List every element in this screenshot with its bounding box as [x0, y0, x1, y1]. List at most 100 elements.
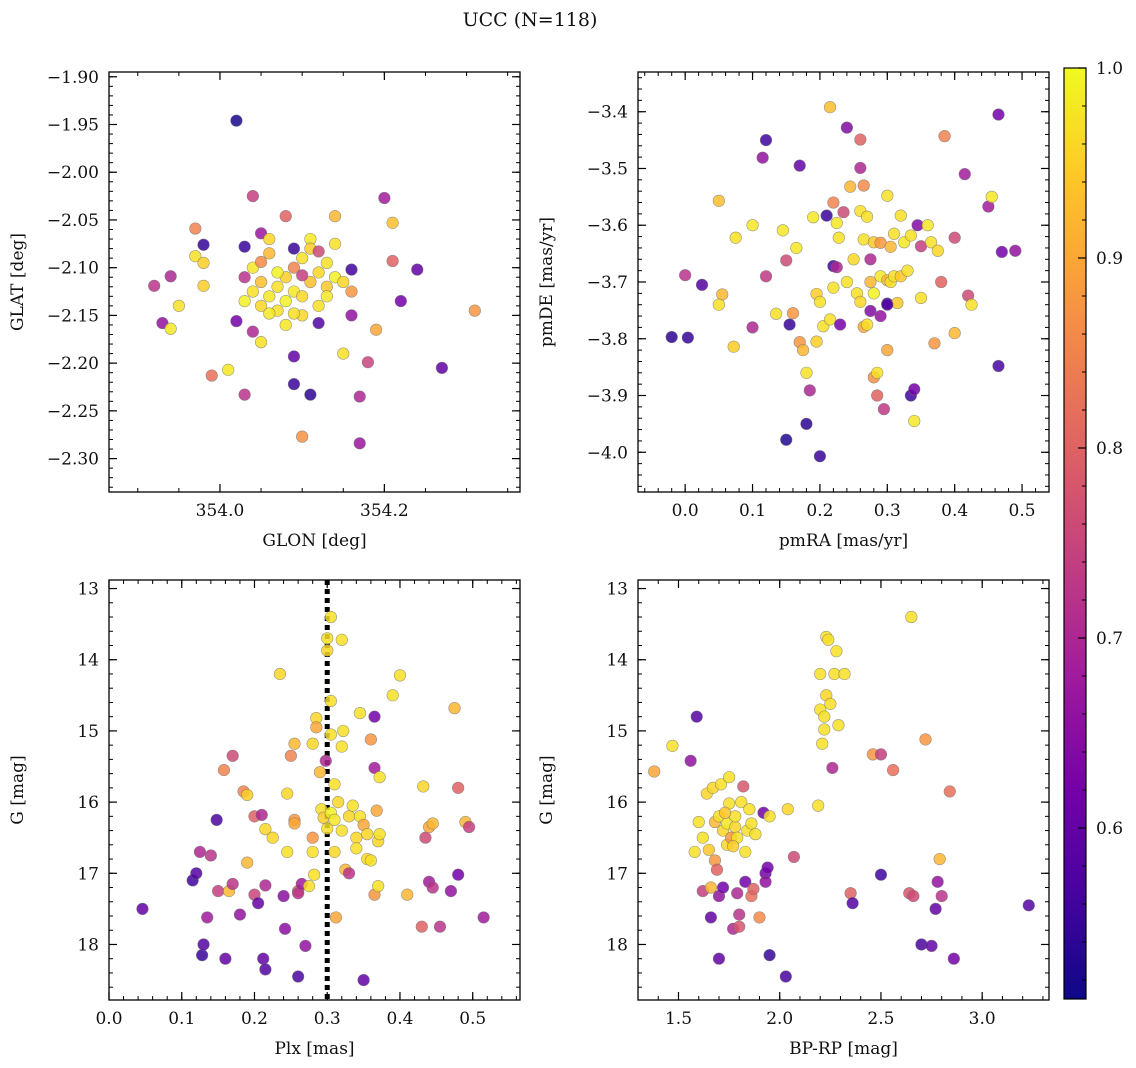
scatter-point	[847, 253, 860, 266]
y-tick-label: 15	[606, 722, 628, 742]
scatter-point	[947, 952, 960, 965]
x-tick-label: 0.4	[941, 501, 968, 521]
panel-pmra-pmde: 0.0 0.1 0.2 0.3 0.4 0.5 −3.4 −3.5 −3.6 −3.7 −3.8 −3…	[537, 71, 1050, 551]
scatter-point	[370, 804, 383, 817]
scatter-point	[992, 359, 1005, 373]
scatter-point	[288, 817, 301, 830]
scatter-point	[230, 114, 243, 127]
scatter-point	[263, 232, 276, 246]
scatter-point	[832, 719, 845, 732]
plot-frame	[108, 579, 521, 1001]
scatter-point	[995, 245, 1008, 259]
scatter-point	[190, 867, 203, 880]
scatter-point	[357, 973, 370, 987]
scatter-point	[690, 710, 703, 723]
x-tick-label: 1.5	[665, 1009, 692, 1029]
scatter-point	[372, 880, 385, 893]
scatter-point	[246, 325, 259, 338]
scatter-point	[958, 168, 971, 181]
scatter-point	[277, 889, 290, 903]
scatter-point	[816, 737, 829, 750]
y-tick-label: 14	[77, 651, 99, 671]
scatter-point	[887, 763, 900, 777]
y-tick-label: 14	[606, 651, 628, 671]
x-tick-label: 0.0	[95, 1009, 122, 1029]
scatter-point	[226, 749, 239, 762]
scatter-point	[238, 388, 251, 401]
scatter-point	[306, 845, 319, 859]
y-tick-label: −3.5	[587, 159, 628, 179]
scatter-point	[813, 295, 827, 308]
scatter-point	[894, 209, 907, 222]
scatter-point	[368, 761, 381, 775]
y-tick-label: −2.05	[47, 211, 99, 231]
x-tick-label: 2.0	[766, 1009, 793, 1029]
scatter-point	[287, 261, 301, 274]
scatter-point	[761, 861, 774, 874]
scatter-point	[370, 323, 383, 336]
scatter-point	[279, 318, 292, 332]
scatter-point	[924, 236, 938, 249]
panel-plx-g: 0.0 0.1 0.2 0.3 0.4 0.5 13 14 15 16 17 18 Plx [mas] G…	[8, 579, 521, 1059]
scatter-point	[189, 222, 202, 235]
x-axis-label: BP-RP [mag]	[789, 1039, 898, 1059]
scatter-point	[733, 920, 746, 933]
scatter-point	[877, 403, 891, 416]
scatter-point	[386, 254, 399, 268]
scatter-point	[328, 237, 342, 250]
scatter-point	[233, 908, 247, 921]
scatter-point	[823, 101, 837, 114]
scatter-point	[306, 831, 319, 844]
points	[648, 610, 1035, 983]
scatter-point	[931, 244, 944, 257]
scatter-point	[793, 159, 806, 172]
scatter-point	[891, 296, 904, 310]
y-tick-label: −2.30	[47, 450, 99, 470]
scatter-point	[255, 808, 268, 822]
scatter-point	[844, 887, 857, 900]
x-tick-label: 0.3	[874, 501, 901, 521]
y-axis-label: GLAT [deg]	[8, 233, 28, 331]
scatter-point	[415, 920, 428, 933]
scatter-point	[241, 788, 254, 802]
scatter-point	[324, 728, 337, 741]
scatter-point	[353, 390, 366, 403]
x-tick-label: 0.1	[168, 1009, 195, 1029]
scatter-point	[312, 299, 325, 312]
x-tick-label: 0.1	[739, 501, 766, 521]
scatter-point	[281, 845, 294, 859]
y-tick-label: −3.7	[587, 273, 628, 293]
scatter-point	[830, 216, 843, 230]
y-tick-label: −2.00	[47, 163, 99, 183]
scatter-point	[786, 307, 800, 320]
scatter-point	[299, 939, 312, 952]
scatter-point	[263, 307, 276, 320]
scatter-point	[921, 219, 934, 232]
plot-frame	[108, 71, 521, 493]
y-tick-label: −2.10	[47, 259, 99, 279]
scatter-point	[907, 889, 920, 903]
y-tick-label: 16	[606, 793, 628, 813]
scatter-point	[136, 902, 149, 915]
scatter-point	[342, 867, 356, 880]
scatter-point	[164, 322, 177, 335]
scatter-point	[468, 304, 481, 317]
scatter-point	[838, 667, 851, 681]
scatter-point	[477, 911, 490, 924]
scatter-point	[197, 279, 210, 292]
scatter-point	[830, 261, 843, 274]
scatter-point	[881, 298, 894, 311]
scatter-point	[197, 256, 210, 270]
scatter-point	[328, 778, 341, 791]
scatter-point	[321, 644, 334, 657]
scatter-point	[335, 824, 348, 837]
scatter-point	[345, 285, 358, 298]
scatter-point	[332, 796, 345, 809]
scatter-point	[324, 694, 337, 708]
panel-glon-glat: 354.0 354.2 −1.90 −1.95 −2.00 −2.05 −2.10 −2.15…	[8, 68, 521, 551]
scatter-point	[201, 911, 214, 924]
scatter-point	[320, 290, 333, 303]
scatter-point	[273, 667, 287, 681]
scatter-point	[321, 632, 334, 645]
scatter-point	[881, 189, 894, 202]
